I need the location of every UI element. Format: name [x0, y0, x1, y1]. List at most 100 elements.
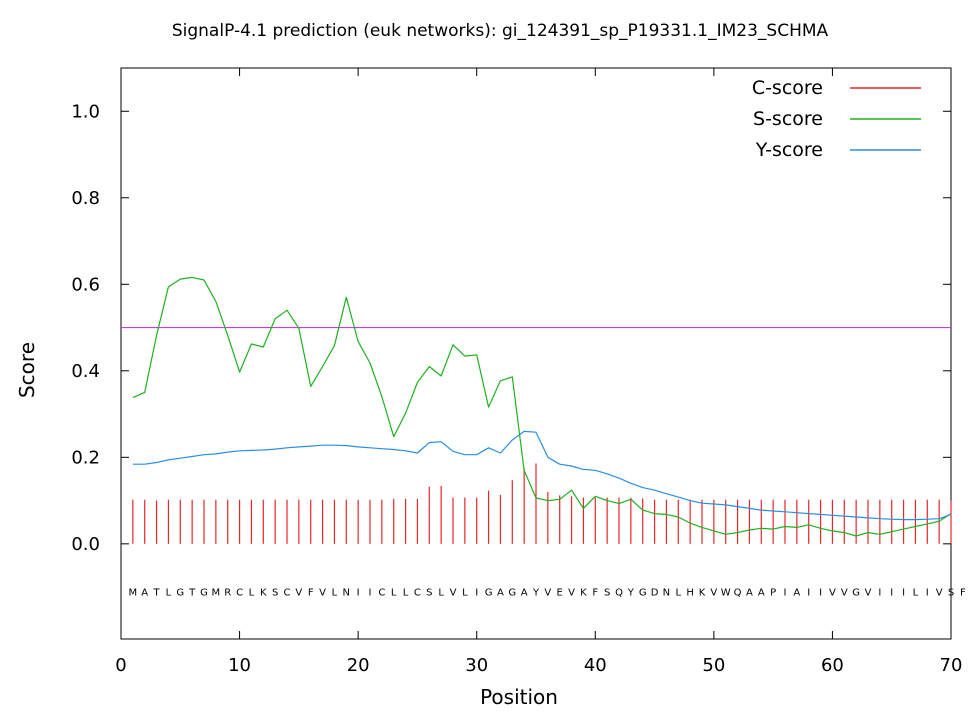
sequence-letter: F: [960, 587, 966, 598]
sequence-letter: F: [592, 587, 598, 598]
y-tick-label: 0.4: [71, 361, 100, 382]
x-tick-label: 0: [115, 655, 126, 676]
x-axis-ticks: 0 10 20 30 40 50 60 70: [115, 68, 962, 676]
sequence-letter: N: [663, 587, 670, 598]
sequence-letter: G: [508, 587, 516, 598]
sequence-letter: I: [357, 587, 360, 598]
sequence-letter: F: [308, 587, 314, 598]
sequence-letter: K: [699, 587, 706, 598]
sequence-letter: I: [807, 587, 810, 598]
x-tick-label: 10: [228, 655, 251, 676]
legend-s-score-label: S-score: [753, 108, 823, 130]
x-tick-label: 70: [940, 655, 963, 676]
sequence-letter: T: [153, 587, 161, 598]
sequence-letter: I: [878, 587, 881, 598]
x-tick-label: 60: [821, 655, 844, 676]
legend: C-score S-score Y-score: [752, 77, 921, 161]
sequence-letter: G: [852, 587, 860, 598]
sequence-letter: M: [212, 587, 221, 598]
sequence-letter: Q: [734, 587, 742, 598]
legend-y-score-label: Y-score: [755, 139, 823, 161]
sequence-letter: A: [521, 587, 528, 598]
sequence-letter: I: [784, 587, 787, 598]
chart-title: SignalP-4.1 prediction (euk networks): g…: [172, 21, 829, 41]
sequence-letter: V: [319, 587, 326, 598]
sequence-letter: D: [651, 587, 659, 598]
y-tick-label: 0.8: [71, 188, 100, 209]
sequence-letter: P: [770, 587, 776, 598]
sequence-letter: L: [438, 587, 444, 598]
sequence-letter: M: [129, 587, 138, 598]
sequence-letter: V: [841, 587, 848, 598]
sequence-letter: L: [332, 587, 338, 598]
y-tick-label: 1.0: [71, 101, 100, 122]
plot-area: [120, 67, 952, 640]
sequence-letter: V: [544, 587, 551, 598]
sequence-letter: I: [819, 587, 822, 598]
sequence-letter: G: [639, 587, 647, 598]
sequence-letter: C: [284, 587, 291, 598]
x-axis-label: Position: [480, 685, 558, 709]
sequence-letter: A: [746, 587, 753, 598]
sequence-letter: G: [200, 587, 208, 598]
sequence-letter: K: [580, 587, 587, 598]
sequence-letter: L: [462, 587, 468, 598]
sequence-letter: L: [403, 587, 409, 598]
sequence-letter: Y: [627, 587, 635, 598]
sequence-letter: G: [176, 587, 184, 598]
sequence-letter: E: [557, 587, 563, 598]
sequence-letter: V: [936, 587, 943, 598]
sequence-letter: S: [604, 587, 610, 598]
sequence-letter: V: [568, 587, 575, 598]
sequence-letter: R: [224, 587, 231, 598]
sequence-letter: I: [890, 587, 893, 598]
sequence-letter: S: [948, 587, 954, 598]
sequence-letter: S: [272, 587, 278, 598]
y-axis-label: Score: [15, 342, 39, 398]
sequence-letter: Y: [532, 587, 540, 598]
sequence-letter: L: [675, 587, 681, 598]
sequence-letter: V: [710, 587, 717, 598]
sequence-letter: A: [793, 587, 800, 598]
sequence-letter: C: [414, 587, 421, 598]
score-lines: [132, 276, 952, 537]
y-tick-label: 0.2: [71, 447, 100, 468]
sequence-letter: A: [497, 587, 504, 598]
c-score-impulses: [132, 463, 952, 544]
sequence-letter: I: [902, 587, 905, 598]
y-score-line: [132, 430, 952, 521]
sequence-letter: L: [391, 587, 397, 598]
sequence-letter: I: [369, 587, 372, 598]
sequence-letter: K: [260, 587, 267, 598]
sequence-letter: I: [475, 587, 478, 598]
sequence-letter: T: [188, 587, 196, 598]
x-tick-label: 50: [702, 655, 725, 676]
sequence-letter: Q: [615, 587, 623, 598]
sequence-letter: W: [721, 587, 731, 598]
y-tick-label: 0.6: [71, 274, 100, 295]
sequence-letter: S: [426, 587, 432, 598]
sequence-letter: L: [166, 587, 172, 598]
plot-border: [120, 67, 952, 640]
sequence-letter: H: [686, 587, 694, 598]
sequence-letter: V: [450, 587, 457, 598]
x-tick-label: 20: [347, 655, 370, 676]
sequence-letter: I: [926, 587, 929, 598]
sequence-letter: A: [758, 587, 765, 598]
y-tick-label: 0.0: [71, 534, 100, 555]
sequence-letter: V: [295, 587, 302, 598]
s-score-line: [132, 276, 952, 537]
sequence-letter: C: [378, 587, 385, 598]
sequence-letter: L: [249, 587, 255, 598]
sequence-letter: V: [829, 587, 836, 598]
y-axis-ticks: 0.0 0.2 0.4 0.6 0.8 1.0: [71, 101, 951, 555]
sequence-letter: C: [236, 587, 243, 598]
sequence-letter: L: [913, 587, 919, 598]
x-tick-label: 40: [584, 655, 607, 676]
sequence-letter: A: [141, 587, 148, 598]
legend-c-score-label: C-score: [752, 77, 823, 99]
sequence-letter: G: [485, 587, 493, 598]
sequence-letter: V: [865, 587, 872, 598]
